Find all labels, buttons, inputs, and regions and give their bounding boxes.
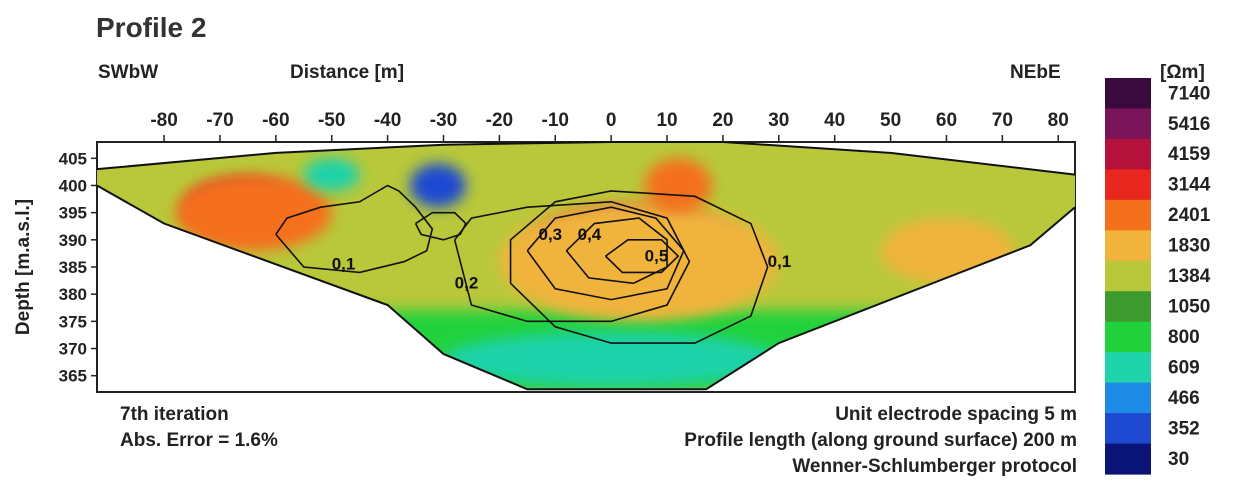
contour-line — [605, 239, 680, 274]
colorbar-tick-label: 1050 — [1168, 297, 1210, 318]
resistivity-anomaly — [499, 201, 779, 322]
x-tick-label: -70 — [206, 110, 233, 131]
x-axis-label: Distance [m] — [290, 62, 405, 83]
colorbar-tick-label: 1830 — [1168, 236, 1210, 257]
resistivity-anomaly — [175, 174, 332, 251]
section-bottom-line — [96, 184, 1076, 391]
direction-left-label: SWbW — [98, 62, 159, 83]
y-tick-label: 390 — [59, 231, 87, 250]
y-tick-label: 395 — [59, 204, 87, 223]
y-tick-label: 365 — [59, 367, 87, 386]
colorbar-segment — [1105, 108, 1151, 140]
x-tick-label: 30 — [768, 110, 789, 131]
colorbar-tick-label: 4159 — [1168, 144, 1210, 165]
y-tick-label: 405 — [59, 149, 87, 168]
x-tick-label: -20 — [486, 110, 513, 131]
direction-right-label: NEbE — [1010, 62, 1061, 83]
note-protocol: Wenner-Schlumberger protocol — [792, 456, 1077, 477]
colorbar-segment — [1105, 199, 1151, 231]
x-tick-label: -80 — [150, 110, 177, 131]
resistivity-anomaly — [409, 163, 466, 208]
y-tick-label: 380 — [59, 285, 87, 304]
contour-line — [414, 211, 467, 241]
x-tick-label: 60 — [936, 110, 957, 131]
note-electrode-spacing: Unit electrode spacing 5 m — [835, 404, 1077, 425]
colorbar-segment — [1105, 169, 1151, 201]
x-tick-label: -60 — [262, 110, 289, 131]
x-tick-label: -30 — [430, 110, 457, 131]
x-tick-label: -10 — [542, 110, 569, 131]
x-tick-label: 0 — [606, 110, 617, 131]
colorbar-tick-label: 30 — [1168, 449, 1189, 470]
y-axis-label: Depth [m.a.s.l.] — [13, 199, 34, 335]
x-tick-label: 40 — [824, 110, 845, 131]
contour-line — [509, 190, 769, 344]
colorbar-tick-label: 1384 — [1168, 266, 1211, 287]
y-tick-label: 400 — [59, 176, 87, 195]
colorbar-segment — [1105, 443, 1151, 475]
colorbar-tick-label: 3144 — [1168, 175, 1211, 196]
y-tick-label: 385 — [59, 258, 87, 277]
note-profile-length: Profile length (along ground surface) 20… — [684, 430, 1077, 451]
colorbar-segment — [1105, 413, 1151, 445]
iteration-label: 7th iteration — [120, 404, 229, 425]
resistivity-anomaly — [303, 158, 360, 191]
contour-label: 0,1 — [332, 255, 356, 274]
y-tick-label: 375 — [59, 312, 87, 331]
colorbar-segment — [1105, 138, 1151, 170]
contour-label: 0,4 — [578, 225, 602, 244]
y-tick-label: 370 — [59, 340, 87, 359]
contour-label: 0,1 — [768, 252, 792, 271]
contour-line — [453, 200, 691, 323]
contour-line — [275, 184, 434, 274]
contour-label: 0,2 — [455, 274, 479, 293]
colorbar-tick-label: 609 — [1168, 357, 1200, 378]
abs-error-label: Abs. Error = 1.6% — [120, 430, 278, 451]
x-tick-label: -50 — [318, 110, 345, 131]
x-tick-label: 80 — [1048, 110, 1069, 131]
x-tick-label: 50 — [880, 110, 901, 131]
resistivity-anomaly — [644, 158, 712, 213]
contour-line — [526, 206, 685, 301]
colorbar-segment — [1105, 352, 1151, 384]
colorbar-tick-label: 352 — [1168, 418, 1200, 439]
colorbar-tick-label: 7140 — [1168, 83, 1210, 104]
contour-label: 0,5 — [645, 247, 669, 266]
colorbar-tick-label: 5416 — [1168, 114, 1210, 135]
colorbar-segment — [1105, 230, 1151, 262]
x-tick-label: 70 — [992, 110, 1013, 131]
x-tick-label: -40 — [374, 110, 401, 131]
resistivity-anomaly — [823, 180, 880, 267]
colorbar-segment — [1105, 78, 1151, 110]
colorbar-segment — [1105, 291, 1151, 323]
x-tick-label: 10 — [656, 110, 677, 131]
colorbar-segment — [1105, 382, 1151, 414]
contour-label: 0,3 — [538, 225, 562, 244]
colorbar-tick-label: 466 — [1168, 388, 1200, 409]
colorbar-unit-label: [Ωm] — [1160, 62, 1205, 83]
colorbar-segment — [1105, 321, 1151, 353]
contour-line — [565, 217, 668, 285]
figure-title: Profile 2 — [96, 12, 207, 43]
colorbar-segment — [1105, 260, 1151, 292]
x-tick-label: 20 — [712, 110, 733, 131]
resistivity-anomaly — [443, 332, 779, 387]
colorbar-tick-label: 800 — [1168, 327, 1200, 348]
colorbar-tick-label: 2401 — [1168, 205, 1211, 226]
